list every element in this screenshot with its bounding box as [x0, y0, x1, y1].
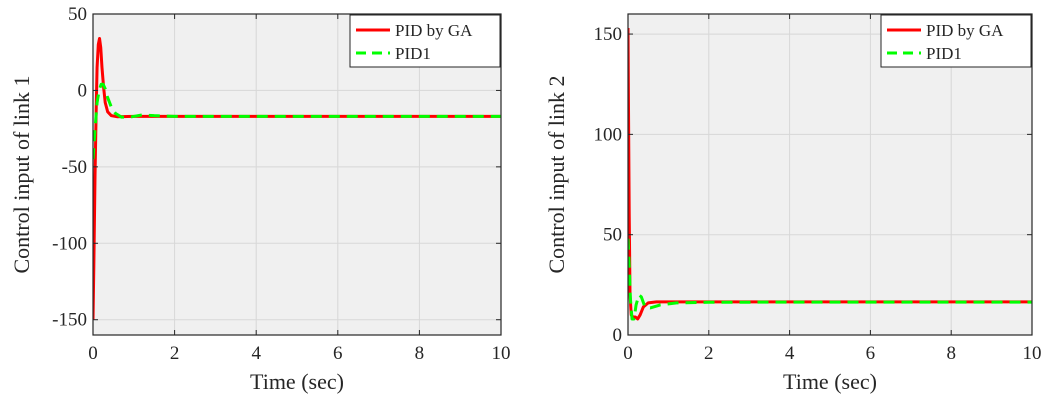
chart1-xtick-label: 4 [251, 343, 261, 364]
chart1-xtick-label: 8 [415, 343, 425, 364]
chart1-series-group [93, 36, 501, 320]
chart2-legend: PID by GA PID1 [880, 14, 1032, 68]
chart1-ytick-label: -100 [52, 233, 87, 254]
chart2-xtick-label: 2 [704, 343, 714, 364]
chart2-legend-label-pid-by-ga: PID by GA [926, 21, 1004, 40]
chart2-ytick-label: 150 [594, 24, 623, 45]
chart1-ytick-label: -150 [52, 310, 87, 331]
chart2-ytick-label: 100 [594, 124, 623, 145]
chart2-xtick-label: 8 [946, 343, 956, 364]
chart1-xtick-label: 6 [333, 343, 343, 364]
chart1-ytick-label: 50 [68, 4, 87, 25]
chart1-legend-label-pid1: PID1 [395, 44, 431, 63]
chart1-xtick-label: 2 [170, 343, 180, 364]
chart2-axes-frame [627, 13, 1033, 336]
chart1-xtick-label: 0 [88, 343, 98, 364]
chart1: 0 2 4 6 8 10 -150 -100 -50 0 50 Time (sec) Control i… [9, 4, 511, 394]
chart2-xtick-label: 10 [1023, 343, 1042, 364]
chart1-ytick-label: -50 [62, 157, 87, 178]
chart1-y-axis-label: Control input of link 1 [9, 76, 34, 274]
chart1-series-pid1-line [93, 82, 501, 160]
chart2-legend-box [880, 14, 1032, 68]
chart1-legend: PID by GA PID1 [349, 14, 501, 68]
chart2-series-pid1-line [628, 238, 1032, 321]
chart1-x-axis-label: Time (sec) [250, 369, 344, 394]
chart2-ytick-label: 0 [613, 325, 623, 346]
chart1-xtick-label: 10 [492, 343, 511, 364]
chart2-x-axis-label: Time (sec) [783, 369, 877, 394]
chart2-xtick-label: 4 [785, 343, 795, 364]
chart1-legend-label-pid-by-ga: PID by GA [395, 21, 473, 40]
chart1-legend-box [349, 14, 501, 68]
chart2-ytick-label: 50 [603, 225, 622, 246]
chart2-series-group [628, 28, 1032, 321]
chart2-legend-label-pid1: PID1 [926, 44, 962, 63]
chart2-xtick-label: 0 [623, 343, 633, 364]
chart2-xtick-label: 6 [866, 343, 876, 364]
chart1-ytick-label: 0 [78, 80, 88, 101]
chart1-axes-frame [92, 13, 502, 336]
chart2-y-axis-label: Control input of link 2 [544, 76, 569, 274]
